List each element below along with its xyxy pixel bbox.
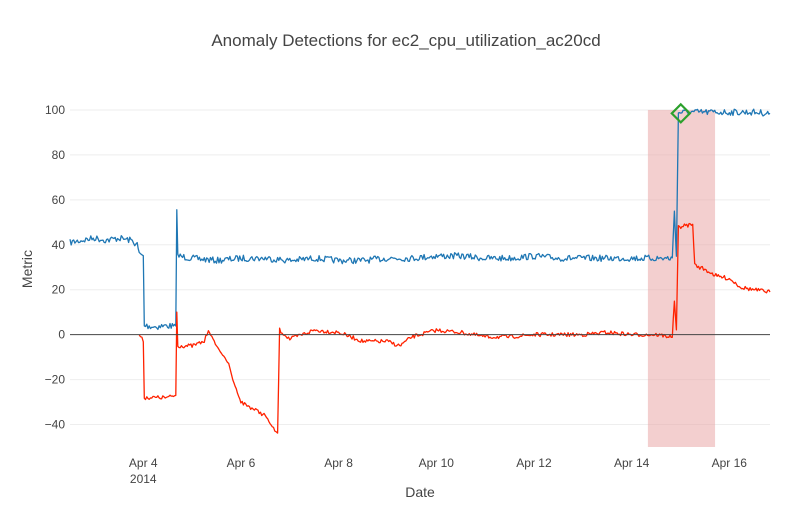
y-axis-title: Metric	[19, 250, 35, 288]
series-layer	[69, 108, 771, 434]
series-line-2	[138, 222, 771, 434]
x-tick-year-label: 2014	[130, 472, 157, 486]
x-tick-label: Apr 12	[516, 456, 552, 470]
anomaly-window	[647, 109, 716, 448]
x-tick-label: Apr 10	[419, 456, 455, 470]
y-tick-label: −40	[45, 418, 66, 432]
x-tick-label: Apr 4	[129, 456, 158, 470]
y-tick-label: 20	[52, 283, 66, 297]
y-tick-label: 80	[52, 148, 66, 162]
y-tick-label: 60	[52, 193, 66, 207]
y-axis-ticks: −40 −20 0 20 40 60 80 100	[45, 103, 66, 432]
series-line-1	[69, 108, 771, 331]
x-tick-label: Apr 14	[614, 456, 650, 470]
chart-title: Anomaly Detections for ec2_cpu_utilizati…	[211, 31, 600, 50]
grid-layer	[70, 109, 770, 426]
anomaly-window-layer	[647, 109, 716, 448]
anomaly-marker-layer	[670, 102, 692, 124]
x-axis-ticks: Apr 4 2014 Apr 6 Apr 8 Apr 10 Apr 12 Apr 14 Apr…	[129, 456, 747, 486]
x-tick-label: Apr 8	[324, 456, 353, 470]
y-tick-label: 0	[58, 328, 65, 342]
x-axis-title: Date	[405, 484, 435, 500]
x-tick-label: Apr 16	[712, 456, 748, 470]
x-tick-label: Apr 6	[227, 456, 256, 470]
anomaly-marker	[670, 102, 692, 124]
y-tick-label: 100	[45, 103, 65, 117]
y-tick-label: −20	[45, 373, 66, 387]
y-tick-label: 40	[52, 238, 66, 252]
